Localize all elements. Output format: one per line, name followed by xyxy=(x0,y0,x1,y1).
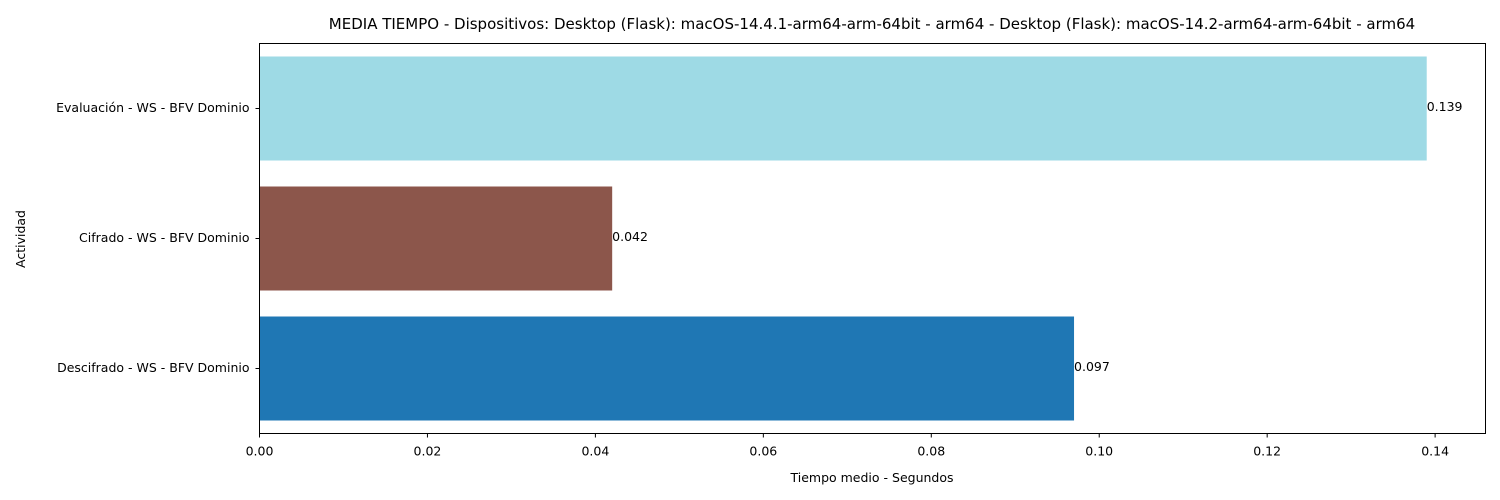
x-axis-label: Tiempo medio - Segundos xyxy=(789,470,953,485)
x-tick-label: 0.04 xyxy=(581,444,609,459)
x-axis-ticks: 0.00 0.02 0.04 0.06 0.08 0.10 0.12 0.14 xyxy=(246,433,1449,459)
x-tick-label: 0.12 xyxy=(1253,444,1281,459)
bar xyxy=(259,56,1427,161)
x-tick-label: 0.10 xyxy=(1085,444,1113,459)
y-axis-label: Actividad xyxy=(13,210,28,268)
y-tick-label: Cifrado - WS - BFV Dominio xyxy=(79,230,249,245)
bar-value-label: 0.097 xyxy=(1074,359,1110,374)
x-tick-label: 0.14 xyxy=(1421,444,1449,459)
chart-title: MEDIA TIEMPO - Dispositivos: Desktop (Fl… xyxy=(329,15,1415,33)
x-tick-label: 0.02 xyxy=(414,444,442,459)
bar xyxy=(259,186,613,291)
y-tick-label: Descifrado - WS - BFV Dominio xyxy=(57,360,249,375)
bar-value-label: 0.139 xyxy=(1427,99,1463,114)
bar xyxy=(259,316,1075,421)
y-tick-label: Evaluación - WS - BFV Dominio xyxy=(56,100,249,115)
bars-group xyxy=(259,56,1427,421)
x-tick-label: 0.06 xyxy=(749,444,777,459)
y-axis-ticks: Evaluación - WS - BFV Dominio Cifrado - W… xyxy=(56,100,260,375)
bar-value-label: 0.042 xyxy=(612,229,648,244)
x-tick-label: 0.08 xyxy=(917,444,945,459)
bar-value-labels-group: 0.139 0.042 0.097 xyxy=(612,99,1462,374)
x-tick-label: 0.00 xyxy=(246,444,274,459)
